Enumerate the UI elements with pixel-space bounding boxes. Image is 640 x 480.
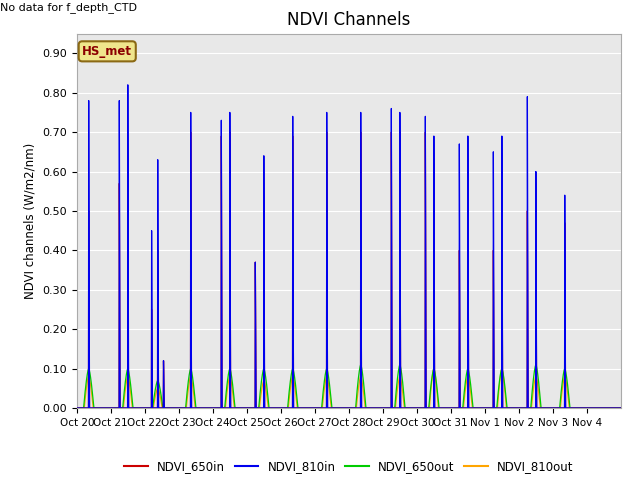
Title: NDVI Channels: NDVI Channels xyxy=(287,11,410,29)
Text: HS_met: HS_met xyxy=(82,45,132,58)
Legend: NDVI_650in, NDVI_810in, NDVI_650out, NDVI_810out: NDVI_650in, NDVI_810in, NDVI_650out, NDV… xyxy=(119,455,579,478)
Y-axis label: NDVI channels (W/m2/nm): NDVI channels (W/m2/nm) xyxy=(24,143,36,299)
Text: No data for f_depth_CTD: No data for f_depth_CTD xyxy=(1,2,138,13)
